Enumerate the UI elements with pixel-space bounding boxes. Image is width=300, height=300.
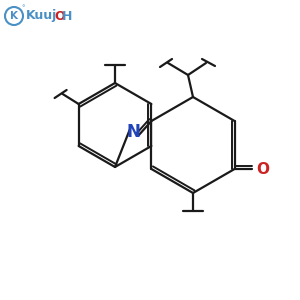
Text: O: O <box>256 161 270 176</box>
Text: °: ° <box>21 5 25 11</box>
Text: N: N <box>126 123 140 141</box>
Text: Kuuj: Kuuj <box>26 10 57 22</box>
Text: K: K <box>10 11 18 21</box>
Text: O: O <box>54 10 64 22</box>
Text: H: H <box>62 10 72 22</box>
